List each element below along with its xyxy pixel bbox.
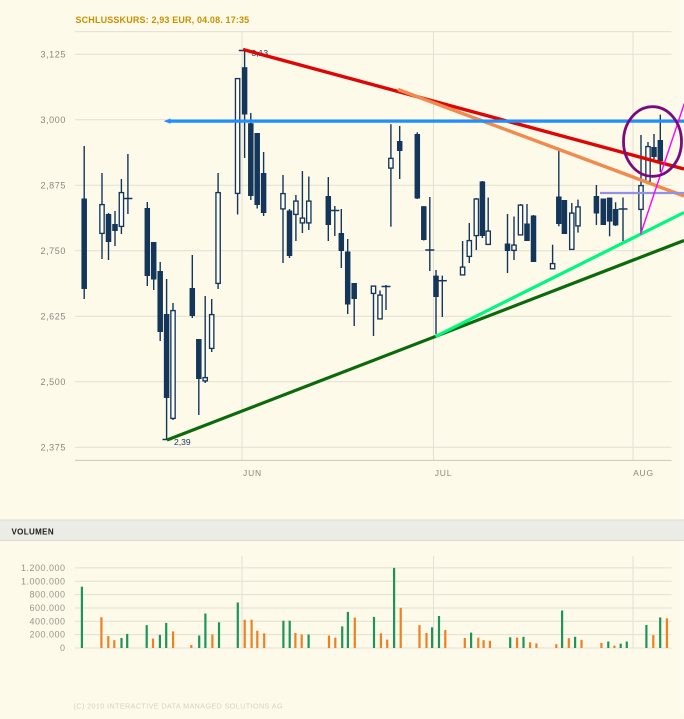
- svg-text:VOLUMEN: VOLUMEN: [12, 528, 54, 537]
- svg-text:2,875: 2,875: [40, 180, 66, 190]
- svg-text:800.000: 800.000: [29, 590, 65, 600]
- svg-text:AUG: AUG: [633, 468, 654, 478]
- svg-text:600.000: 600.000: [29, 603, 65, 613]
- svg-text:2,625: 2,625: [40, 311, 66, 321]
- svg-text:400.000: 400.000: [29, 616, 65, 626]
- svg-text:SCHLUSSKURS: 2,93 EUR, 04.08.: SCHLUSSKURS: 2,93 EUR, 04.08. 17:35: [76, 15, 250, 25]
- svg-text:200.000: 200.000: [29, 630, 65, 640]
- svg-text:1.200.000: 1.200.000: [21, 563, 66, 573]
- svg-text:JUN: JUN: [243, 468, 262, 478]
- svg-text:3,125: 3,125: [40, 49, 66, 59]
- svg-text:JUL: JUL: [435, 468, 453, 478]
- svg-text:2,750: 2,750: [40, 246, 66, 256]
- svg-text:1.000.000: 1.000.000: [21, 576, 66, 586]
- svg-text:2,375: 2,375: [40, 442, 66, 452]
- svg-text:0: 0: [60, 643, 66, 653]
- svg-text:2,39: 2,39: [174, 437, 191, 447]
- svg-text:2,500: 2,500: [40, 377, 66, 387]
- svg-text:3,000: 3,000: [40, 115, 66, 125]
- svg-text:(C) 2010 INTERACTIVE DATA MANA: (C) 2010 INTERACTIVE DATA MANAGED SOLUTI…: [74, 702, 283, 711]
